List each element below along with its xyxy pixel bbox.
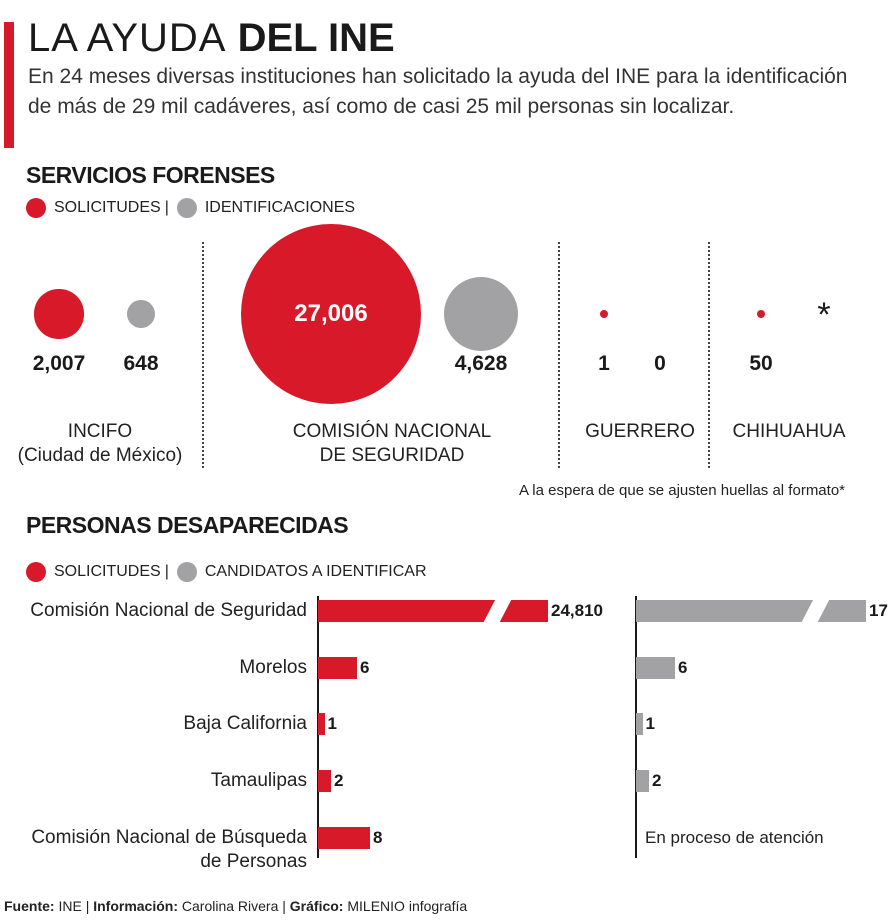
missing-legend: SOLICITUDES | CANDIDATOS A IDENTIFICAR: [26, 562, 427, 582]
title-bold: DEL INE: [237, 16, 395, 60]
pending-asterisk: *: [817, 296, 831, 334]
row-label: Baja California: [183, 713, 307, 734]
footer-key: Gráfico:: [289, 898, 344, 914]
bubble-solicitudes: [34, 289, 84, 339]
value-label: 2,007: [32, 352, 86, 375]
group-divider: [708, 242, 710, 468]
value-label: 1: [598, 352, 610, 375]
bar-solicitudes: [318, 827, 370, 849]
legend-dot-solicitudes: [26, 562, 46, 582]
group-label-guerrero: GUERRERO: [585, 421, 695, 442]
footer-key: Información:: [93, 898, 178, 914]
legend-separator: |: [164, 199, 169, 216]
legend-label-identificaciones: IDENTIFICACIONES: [204, 199, 356, 216]
bar-value-label: 24,810: [551, 601, 603, 620]
bar-value-label: 17,653: [869, 601, 889, 620]
footer-key: Fuente:: [4, 898, 55, 914]
footer: Fuente: INE | Información: Carolina Rive…: [4, 898, 467, 914]
bar-candidatos: [636, 770, 649, 792]
bar-solicitudes: [318, 770, 331, 792]
bar-candidatos: [636, 657, 675, 679]
page-title: LA AYUDA DEL INE: [28, 14, 395, 62]
bar-value-label: 6: [678, 658, 688, 677]
row-label: Tamaulipas: [210, 770, 307, 791]
value-label: 27,006: [294, 300, 368, 327]
value-label: 4,628: [454, 352, 508, 375]
bar-value-label: 1: [645, 714, 655, 733]
group-label-incifo: INCIFO (Ciudad de México): [17, 421, 183, 466]
legend-label-solicitudes: SOLICITUDES: [54, 199, 161, 216]
footer-separator: |: [282, 898, 286, 914]
bar-value-label: 6: [360, 658, 370, 677]
bar-value-label: 8: [373, 828, 383, 847]
value-label: 50: [749, 352, 773, 375]
group-label-chihuahua: CHIHUAHUA: [732, 421, 846, 442]
accent-bar: [4, 22, 14, 148]
group-divider: [202, 242, 204, 468]
legend-dot-solicitudes: [26, 198, 46, 218]
legend-label-candidatos: CANDIDATOS A IDENTIFICAR: [204, 563, 427, 580]
bar-candidatos: [636, 600, 866, 622]
missing-section-title: PERSONAS DESAPARECIDAS: [26, 512, 349, 538]
title-light: LA AYUDA: [28, 16, 227, 60]
footnote: A la espera de que se ajusten huellas al…: [518, 482, 845, 499]
group-label-cns: COMISIÓN NACIONAL DE SEGURIDAD: [292, 421, 492, 466]
bar-solicitudes: [318, 600, 548, 622]
row-label: Morelos: [239, 657, 307, 678]
pending-process-text: En proceso de atención: [645, 828, 824, 847]
bar-value-label: 1: [327, 714, 337, 733]
bubble-solicitudes: [241, 224, 421, 404]
bubble-identificaciones: [127, 300, 155, 328]
legend-separator: |: [164, 563, 169, 580]
footer-value: MILENIO infografía: [347, 898, 468, 914]
footer-value: Carolina Rivera: [181, 898, 279, 914]
footer-separator: |: [85, 898, 90, 914]
row-label: Comisión Nacional de Seguridad: [30, 600, 307, 621]
page-subtitle: En 24 meses diversas instituciones han s…: [28, 65, 848, 118]
value-label: 0: [654, 352, 666, 375]
bar-value-label: 2: [652, 771, 662, 790]
bar-value-label: 2: [334, 771, 344, 790]
legend-dot-candidatos: [176, 562, 197, 582]
value-label: 648: [123, 352, 159, 375]
legend-label-solicitudes: SOLICITUDES: [54, 563, 161, 580]
forensic-legend: SOLICITUDES | IDENTIFICACIONES: [26, 198, 355, 218]
bubble-solicitudes: [600, 310, 608, 318]
group-divider: [558, 242, 560, 468]
legend-dot-identificaciones: [176, 198, 197, 218]
bar-solicitudes: [318, 657, 357, 679]
bar-candidatos: [636, 713, 643, 735]
bar-solicitudes: [318, 713, 325, 735]
footer-value: INE: [58, 898, 82, 914]
forensic-section-title: SERVICIOS FORENSES: [26, 162, 275, 188]
bubble-solicitudes: [757, 310, 765, 318]
row-label: Comisión Nacional de Búsqueda de Personas: [31, 827, 307, 872]
bubble-identificaciones: [443, 276, 519, 352]
